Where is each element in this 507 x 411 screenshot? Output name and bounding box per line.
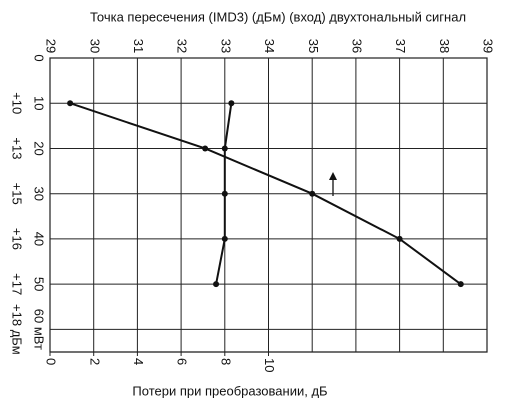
bottom-tick-label: 6 xyxy=(175,358,190,365)
y-tick-label: 20 xyxy=(32,141,47,155)
data-point xyxy=(221,190,228,197)
bottom-tick-label: 4 xyxy=(131,358,146,365)
top-tick-label: 37 xyxy=(393,39,408,53)
data-point xyxy=(67,100,74,107)
top-tick-label: 35 xyxy=(306,39,321,53)
y-tick-label: 50 xyxy=(32,277,47,291)
top-axis-title: Точка пересечения (IMD3) (дБм) (вход) дв… xyxy=(90,9,466,24)
bottom-tick-label: 2 xyxy=(87,358,102,365)
bottom-tick-label: 0 xyxy=(44,358,59,365)
bottom-tick-label: 8 xyxy=(218,358,233,365)
y-tick-label: 0 xyxy=(32,54,47,61)
y-tick-label: 30 xyxy=(32,186,47,200)
top-tick-label: 29 xyxy=(44,39,59,53)
data-point xyxy=(309,190,316,197)
dbm-tick-label: +16 xyxy=(10,228,25,250)
y-tick-label: 10 xyxy=(32,96,47,110)
data-point xyxy=(221,145,228,152)
dbm-tick-label: +15 xyxy=(10,183,25,205)
top-tick-label: 38 xyxy=(437,39,452,53)
data-point xyxy=(396,235,403,242)
dbm-tick-label: +10 xyxy=(10,92,25,114)
top-tick-label: 34 xyxy=(262,39,277,53)
arrow-annotation xyxy=(329,172,337,196)
top-tick-label: 31 xyxy=(131,39,146,53)
data-point xyxy=(213,281,220,288)
top-tick-label: 36 xyxy=(349,39,364,53)
y-tick-label: 60 мВт xyxy=(32,309,47,350)
bottom-tick-label: 10 xyxy=(262,358,277,372)
dbm-tick-label: +13 xyxy=(10,137,25,159)
y-tick-label: 40 xyxy=(32,232,47,246)
data-point xyxy=(221,235,228,242)
dbm-tick-label: +17 xyxy=(10,273,25,295)
data-point xyxy=(202,145,209,152)
dbm-tick-label: +18 дБм xyxy=(10,304,25,355)
data-point xyxy=(228,100,235,107)
bottom-axis-title: Потери при преобразовании, дБ xyxy=(132,383,327,398)
top-tick-label: 33 xyxy=(218,39,233,53)
top-tick-label: 32 xyxy=(175,39,190,53)
top-tick-label: 30 xyxy=(87,39,102,53)
top-tick-label: 39 xyxy=(481,39,496,53)
data-point xyxy=(457,281,464,288)
